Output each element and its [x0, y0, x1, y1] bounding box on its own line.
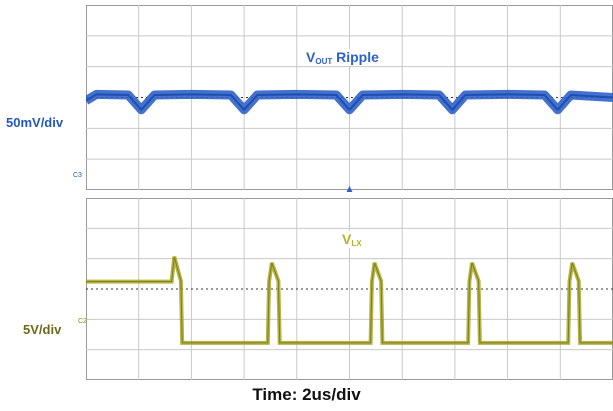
vlx-title: VLX	[336, 231, 368, 248]
channel2-scale-label: 5V/div	[23, 322, 62, 337]
scope-plot	[86, 5, 613, 380]
trigger-marker	[346, 186, 353, 192]
vout-ripple-trace-core	[86, 93, 613, 111]
channel2-ground-marker: C2	[78, 318, 87, 325]
vlx-trace-core	[86, 256, 613, 344]
oscilloscope-display	[86, 5, 613, 380]
channel1-scale-label: 50mV/div	[6, 115, 64, 130]
x-axis-label: Time: 2us/div	[252, 385, 361, 404]
vout-ripple-title: VOUT Ripple	[300, 49, 385, 66]
channel1-ground-marker: C3	[73, 172, 82, 179]
